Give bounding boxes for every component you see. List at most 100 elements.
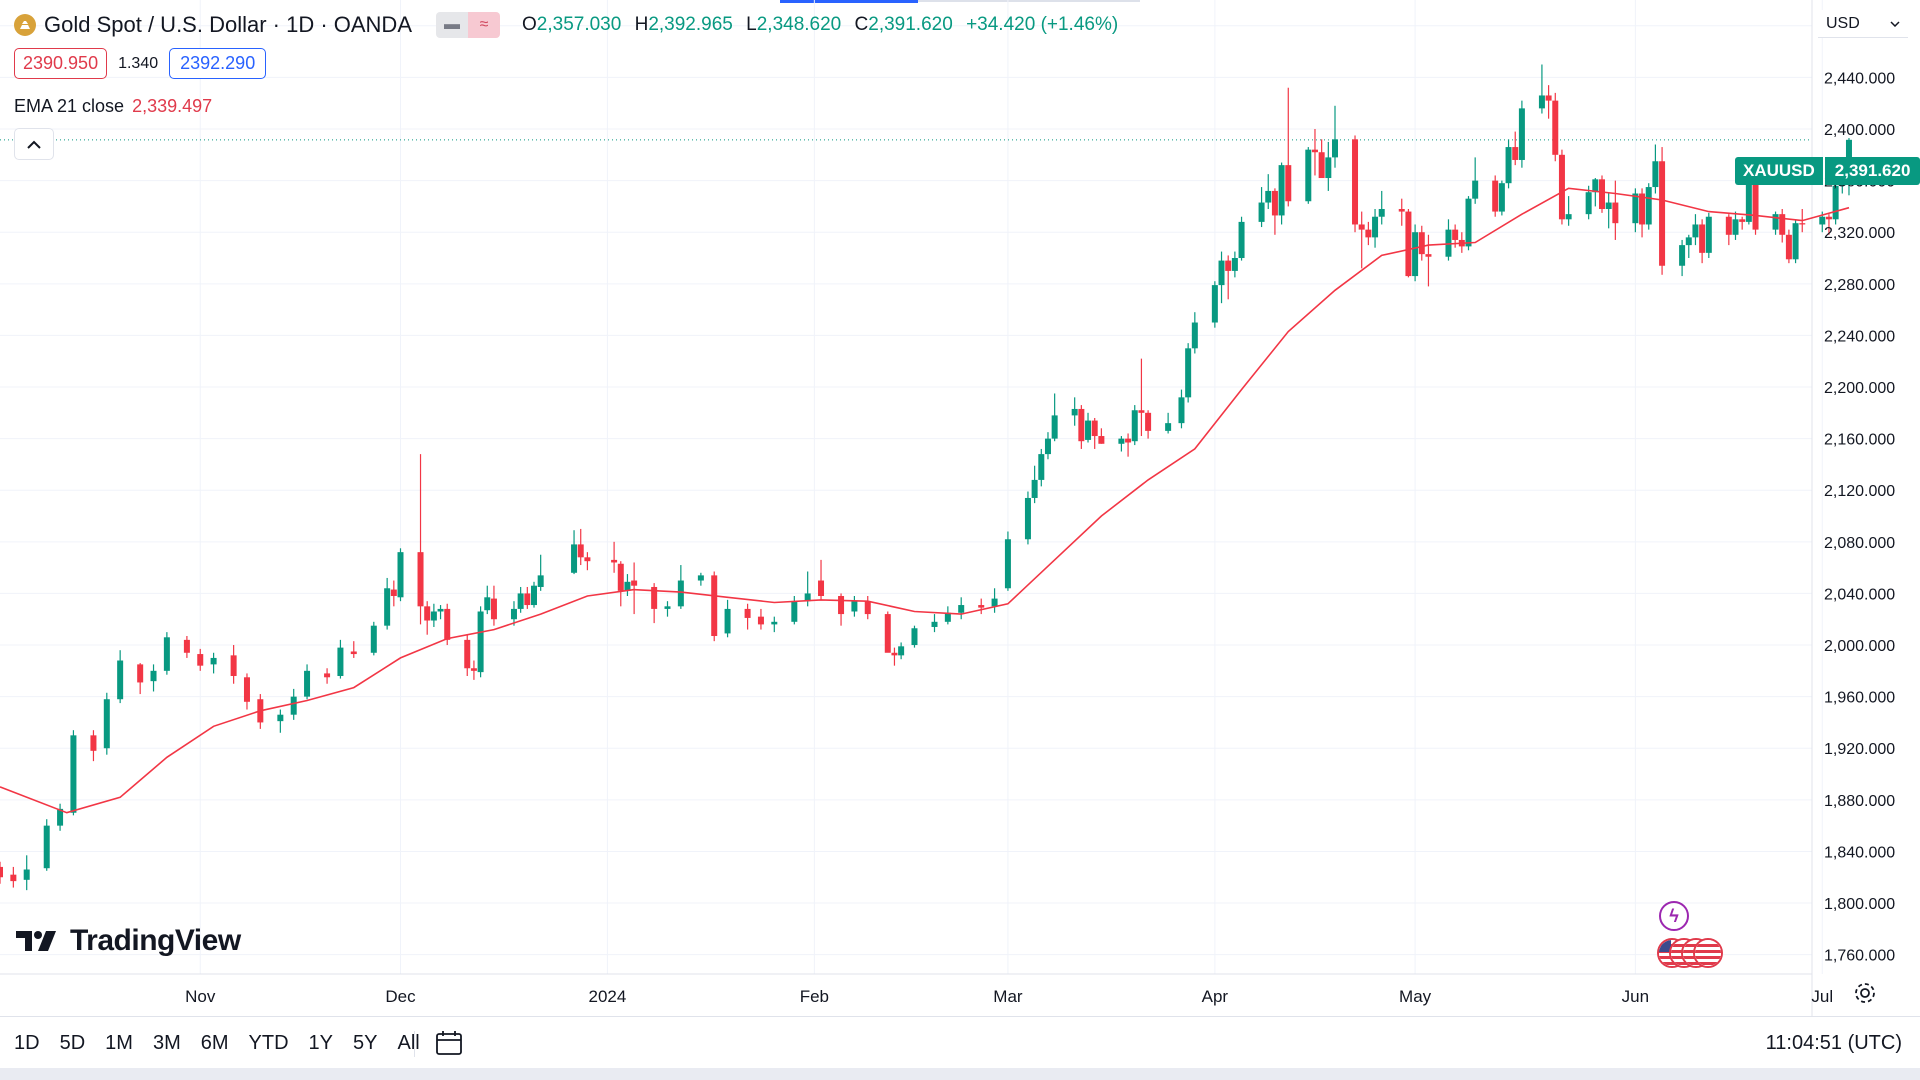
candle-body (1465, 198, 1472, 247)
candle-down (711, 571, 718, 642)
candle-body (10, 874, 17, 882)
symbol-title[interactable]: Gold Spot / U.S. Dollar · 1D · OANDA (44, 12, 412, 37)
candle-up (103, 692, 110, 755)
price-tick-label: 2,440.000 (1824, 70, 1895, 87)
candle-up (1505, 139, 1512, 189)
candle-body (1238, 221, 1245, 259)
candle-body (838, 596, 845, 615)
candle-body (1218, 260, 1225, 286)
candle-body (1779, 214, 1786, 235)
candle-body (1231, 258, 1238, 271)
candle-up (1185, 343, 1192, 403)
indicator-label: EMA 21 close (14, 96, 125, 116)
candle-body (1538, 95, 1545, 109)
wave-icon[interactable]: ≈ (468, 12, 500, 38)
candle-body (631, 580, 638, 586)
candle-down (838, 593, 845, 626)
range-button-ytd[interactable]: YTD (248, 1031, 289, 1054)
range-button-all[interactable]: All (397, 1031, 420, 1054)
candle-up (911, 625, 918, 648)
us-flag-icon[interactable] (1693, 938, 1723, 968)
calendar-icon[interactable] (434, 1029, 464, 1057)
candle-down (1318, 139, 1325, 179)
price-tick-label: 2,280.000 (1824, 277, 1895, 294)
tradingview-logo[interactable]: TradingView (16, 924, 241, 958)
indicator-legend[interactable]: EMA 21 close 2,339.497 (14, 96, 212, 117)
candle-body (524, 593, 531, 606)
candle-down (1352, 135, 1359, 233)
range-button-3m[interactable]: 3M (152, 1031, 181, 1054)
candle-down (464, 634, 471, 676)
currency-select[interactable]: USD (1818, 10, 1908, 38)
candle-body (103, 699, 110, 749)
candle-down (1639, 188, 1646, 238)
candle-up (1332, 105, 1338, 168)
candle-body (1452, 229, 1459, 240)
collapse-legend-button[interactable] (14, 128, 54, 160)
candle-up (337, 639, 344, 679)
candle-body (624, 581, 631, 591)
price-chart[interactable]: 1,760.000 1,800.000 1,840.000 1,880.000 1,92… (0, 0, 1920, 1016)
candle-up (1278, 162, 1285, 225)
candle-up (1004, 531, 1011, 591)
candle-body (891, 652, 898, 656)
candle-up (1372, 208, 1379, 248)
candle-body (1071, 408, 1078, 416)
candle-body (884, 614, 891, 653)
candle-up (944, 606, 951, 625)
candle-down (1098, 428, 1105, 444)
close-label: C (854, 14, 869, 35)
chart-toggle-pill[interactable]: ▬ ≈ (436, 12, 500, 38)
candle-body (417, 552, 424, 607)
candle-body (1358, 224, 1365, 230)
range-button-1y[interactable]: 1Y (308, 1031, 334, 1054)
candle-up (1044, 432, 1051, 460)
candle-up (1592, 178, 1599, 207)
price-tick-label: 2,200.000 (1824, 380, 1895, 397)
toolbar-separator (414, 1031, 415, 1057)
candle-down (1512, 131, 1519, 166)
candle-body (1211, 285, 1218, 323)
candle-body (350, 651, 357, 655)
candle-up (1772, 211, 1779, 235)
candle-up (290, 688, 297, 720)
candle-body (1405, 211, 1412, 277)
range-button-5y[interactable]: 5Y (353, 1031, 378, 1054)
time-axis-labels: Nov Dec 2024 Feb Mar Apr May Jun Jul (185, 987, 1833, 1006)
candle-down (1358, 211, 1365, 269)
candle-down (891, 647, 898, 666)
bottom-toolbar: 1D 5D 1M 3M 6M YTD 1Y 5Y All 11:04:51 (UTC) (0, 1016, 1920, 1069)
range-button-6m[interactable]: 6M (200, 1031, 229, 1054)
candle-up (851, 596, 858, 617)
range-button-1m[interactable]: 1M (105, 1031, 133, 1054)
candle-up (1538, 64, 1545, 114)
economic-events[interactable] (1657, 938, 1723, 972)
flash-icon[interactable]: ϟ (1659, 901, 1689, 931)
utc-clock[interactable]: 11:04:51 (UTC) (1765, 1032, 1902, 1054)
minus-icon[interactable]: ▬ (436, 12, 468, 38)
candle-body (1612, 202, 1619, 224)
candle-down (1145, 410, 1152, 439)
candle-up (370, 621, 377, 656)
candle-up (1679, 239, 1686, 277)
buy-button[interactable]: 2392.290 (169, 48, 267, 79)
candle-body (1558, 154, 1565, 220)
candle-body (537, 575, 544, 587)
ema-line (0, 187, 1850, 814)
candle-body (137, 664, 144, 683)
candle-body (1699, 224, 1706, 253)
candle-body (1372, 216, 1379, 238)
settings-icon[interactable] (1852, 980, 1878, 1006)
candle-body (1378, 208, 1385, 217)
range-button-1d[interactable]: 1D (14, 1031, 40, 1054)
range-button-5d[interactable]: 5D (59, 1031, 86, 1054)
candle-down (611, 541, 618, 573)
candle-down (1405, 208, 1412, 278)
sell-button[interactable]: 2390.950 (14, 48, 108, 79)
candle-body (1131, 410, 1138, 442)
candle-body (1505, 147, 1512, 184)
candle-body (163, 637, 170, 671)
candle-down (0, 861, 3, 884)
candle-down (978, 598, 985, 615)
candle-body (490, 598, 497, 620)
